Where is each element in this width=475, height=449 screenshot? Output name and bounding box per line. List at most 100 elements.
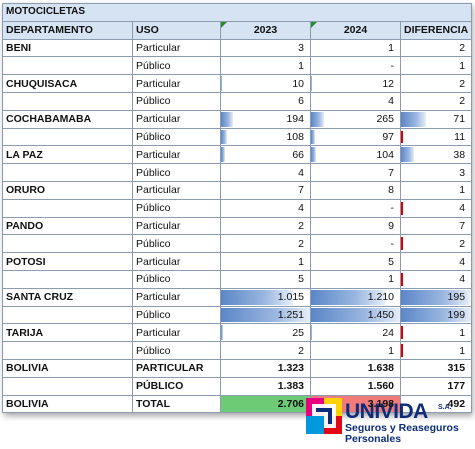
cell-2024: 4 bbox=[310, 91, 401, 111]
cell-difference: 4 bbox=[399, 198, 473, 218]
table-row: ORURO Particular 7 8 1 bbox=[2, 180, 473, 200]
cell-difference: 71 bbox=[399, 109, 473, 129]
cell-difference: 1 bbox=[399, 56, 473, 76]
cell-department: PANDO bbox=[2, 216, 133, 236]
cell-difference: 177 bbox=[399, 376, 473, 396]
cell-2023: 1.251 bbox=[220, 305, 311, 325]
cell-2024: 265 bbox=[310, 109, 401, 129]
cell-2023: 6 bbox=[220, 91, 311, 111]
cell-difference: 2 bbox=[399, 234, 473, 254]
cell-2024: 1.638 bbox=[310, 358, 401, 378]
cell-department bbox=[2, 341, 133, 360]
cell-department bbox=[2, 198, 133, 218]
cell-2024: 12 bbox=[310, 74, 401, 93]
cell-use: Particular bbox=[132, 216, 221, 236]
cell-difference: 2 bbox=[399, 74, 473, 93]
cell-department bbox=[2, 56, 133, 76]
total-row: BOLIVIA PARTICULAR 1.323 1.638 315 bbox=[2, 358, 473, 378]
cell-use: Público bbox=[132, 163, 221, 182]
cell-department bbox=[2, 305, 133, 325]
cell-2024: 1.560 bbox=[310, 376, 401, 396]
data-bar bbox=[221, 129, 228, 145]
table-row: CHUQUISACA Particular 10 12 2 bbox=[2, 74, 473, 93]
table-row: SANTA CRUZ Particular 1.015 1.210 195 bbox=[2, 287, 473, 307]
cell-2023: 194 bbox=[220, 109, 311, 129]
cell-2023: 7 bbox=[220, 180, 311, 200]
cell-department bbox=[2, 127, 133, 147]
header-2023: 2023 bbox=[220, 20, 311, 40]
logo-wordmark: UNIVIDA bbox=[345, 400, 428, 423]
cell-use: Particular bbox=[132, 323, 221, 343]
cell-2023: 2 bbox=[220, 234, 311, 254]
negative-bar bbox=[401, 326, 403, 340]
table-row: Público 1.251 1.450 199 bbox=[2, 305, 473, 325]
data-bar bbox=[311, 325, 312, 341]
cell-2024: 1 bbox=[310, 341, 401, 360]
table-row: Público 4 7 3 bbox=[2, 163, 473, 182]
cell-difference: 2 bbox=[399, 38, 473, 58]
cell-difference: 199 bbox=[399, 305, 473, 325]
data-bar bbox=[221, 147, 225, 163]
data-bar bbox=[401, 289, 470, 305]
cell-2024: 1 bbox=[310, 269, 401, 289]
table-row: LA PAZ Particular 66 104 38 bbox=[2, 145, 473, 165]
cell-2024: 5 bbox=[310, 252, 401, 271]
table-row: Público 108 97 11 bbox=[2, 127, 473, 147]
logo-tagline-2: Personales bbox=[345, 433, 402, 445]
data-bar bbox=[311, 147, 317, 163]
cell-department: CHUQUISACA bbox=[2, 74, 133, 93]
cell-2024: 7 bbox=[310, 163, 401, 182]
cell-2024: 1.450 bbox=[310, 305, 401, 325]
cell-2023: 10 bbox=[220, 74, 311, 93]
negative-bar bbox=[401, 130, 403, 144]
cell-2024: 97 bbox=[310, 127, 401, 147]
cell-2023: 2.706 bbox=[220, 394, 311, 414]
header-difference: DIFERENCIA bbox=[399, 20, 473, 40]
table-row: Público 6 4 2 bbox=[2, 91, 473, 111]
cell-difference: 1 bbox=[399, 180, 473, 200]
table-row: Público 1-1 bbox=[2, 56, 473, 76]
table-row: Público 4-4 bbox=[2, 198, 473, 218]
cell-department: LA PAZ bbox=[2, 145, 133, 165]
negative-bar bbox=[401, 201, 403, 215]
cell-use: Público bbox=[132, 198, 221, 218]
data-bar bbox=[221, 289, 294, 305]
cell-use: Particular bbox=[132, 252, 221, 271]
cell-use: Público bbox=[132, 234, 221, 254]
univida-logo: UNIVIDA S.A. Seguros y Reaseguros Person… bbox=[306, 398, 466, 446]
cell-2023: 25 bbox=[220, 323, 311, 343]
cell-2023: 66 bbox=[220, 145, 311, 165]
cell-department bbox=[2, 376, 133, 396]
header-department: DEPARTAMENTO bbox=[2, 20, 133, 40]
cell-use: Particular bbox=[132, 109, 221, 129]
table-row: TARIJA Particular 25 24 1 bbox=[2, 323, 473, 343]
cell-2023: 3 bbox=[220, 38, 311, 58]
cell-use: TOTAL bbox=[132, 394, 221, 414]
cell-difference: 315 bbox=[399, 358, 473, 378]
cell-difference: 4 bbox=[399, 269, 473, 289]
table-row: Público 5 1 4 bbox=[2, 269, 473, 289]
cell-difference: 2 bbox=[399, 91, 473, 111]
cell-2023: 1 bbox=[220, 56, 311, 76]
cell-2023: 4 bbox=[220, 198, 311, 218]
cell-use: Público bbox=[132, 341, 221, 360]
cell-2023: 1.383 bbox=[220, 376, 311, 396]
data-bar bbox=[311, 289, 385, 305]
cell-department: COCHABAMABA bbox=[2, 109, 133, 129]
cell-2024: 9 bbox=[310, 216, 401, 236]
cell-use: Particular bbox=[132, 287, 221, 307]
cell-2024: 1.210 bbox=[310, 287, 401, 307]
data-bar bbox=[311, 76, 312, 91]
cell-use: Público bbox=[132, 305, 221, 325]
data-bar bbox=[221, 307, 310, 323]
table-title: MOTOCICLETAS bbox=[1, 3, 473, 22]
cell-2023: 1 bbox=[220, 252, 311, 271]
cell-2024: - bbox=[310, 234, 401, 254]
cell-difference: 11 bbox=[399, 127, 473, 147]
data-bar bbox=[401, 147, 415, 163]
header-2024: 2024 bbox=[310, 20, 401, 40]
cell-difference: 4 bbox=[399, 252, 473, 271]
cell-2024: - bbox=[310, 56, 401, 76]
data-bar bbox=[401, 307, 471, 323]
cell-use: Particular bbox=[132, 74, 221, 93]
